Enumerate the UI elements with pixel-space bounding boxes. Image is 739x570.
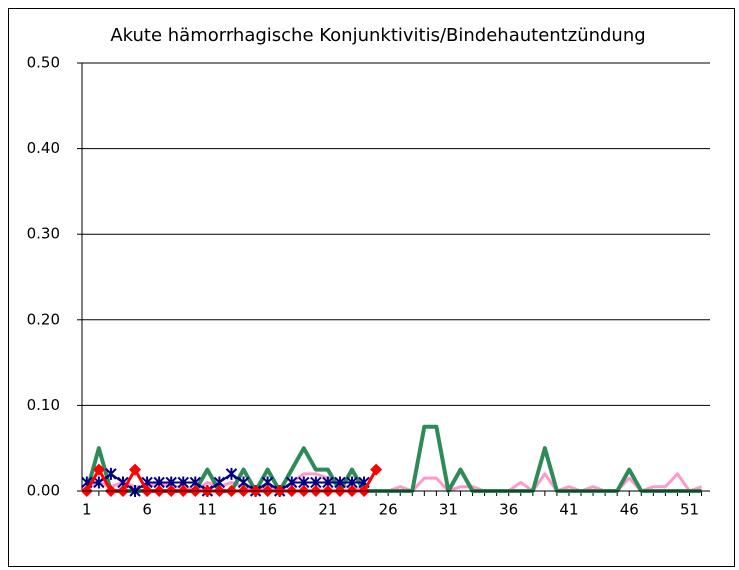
x-tick-label: 6 — [142, 501, 152, 519]
x-tick-label: 31 — [439, 501, 458, 519]
x-tick-label: 16 — [258, 501, 277, 519]
y-tick-label: 0.50 — [27, 54, 60, 72]
x-tick-label: 46 — [620, 501, 639, 519]
x-tick-label: 41 — [559, 501, 578, 519]
marker — [92, 463, 105, 476]
y-tick-label: 0.10 — [27, 396, 60, 414]
chart-title: Akute hämorrhagische Konjunktivitis/Bind… — [110, 25, 645, 46]
y-tick-label: 0.40 — [27, 139, 60, 157]
marker — [93, 476, 105, 489]
y-tick-label: 0.20 — [27, 310, 60, 328]
x-tick-label: 11 — [198, 501, 217, 519]
x-tick-label: 21 — [318, 501, 337, 519]
marker — [105, 467, 117, 480]
series-line — [86, 472, 703, 493]
y-tick-label: 0.30 — [27, 225, 60, 243]
x-tick-label: 26 — [379, 501, 398, 519]
x-tick-label: 36 — [499, 501, 518, 519]
x-tick-label: 51 — [680, 501, 699, 519]
chart-border — [8, 8, 735, 567]
y-tick-label: 0.00 — [27, 482, 60, 500]
marker — [225, 467, 238, 480]
marker — [129, 463, 142, 476]
marker — [370, 463, 383, 476]
x-tick-label: 1 — [82, 501, 92, 519]
